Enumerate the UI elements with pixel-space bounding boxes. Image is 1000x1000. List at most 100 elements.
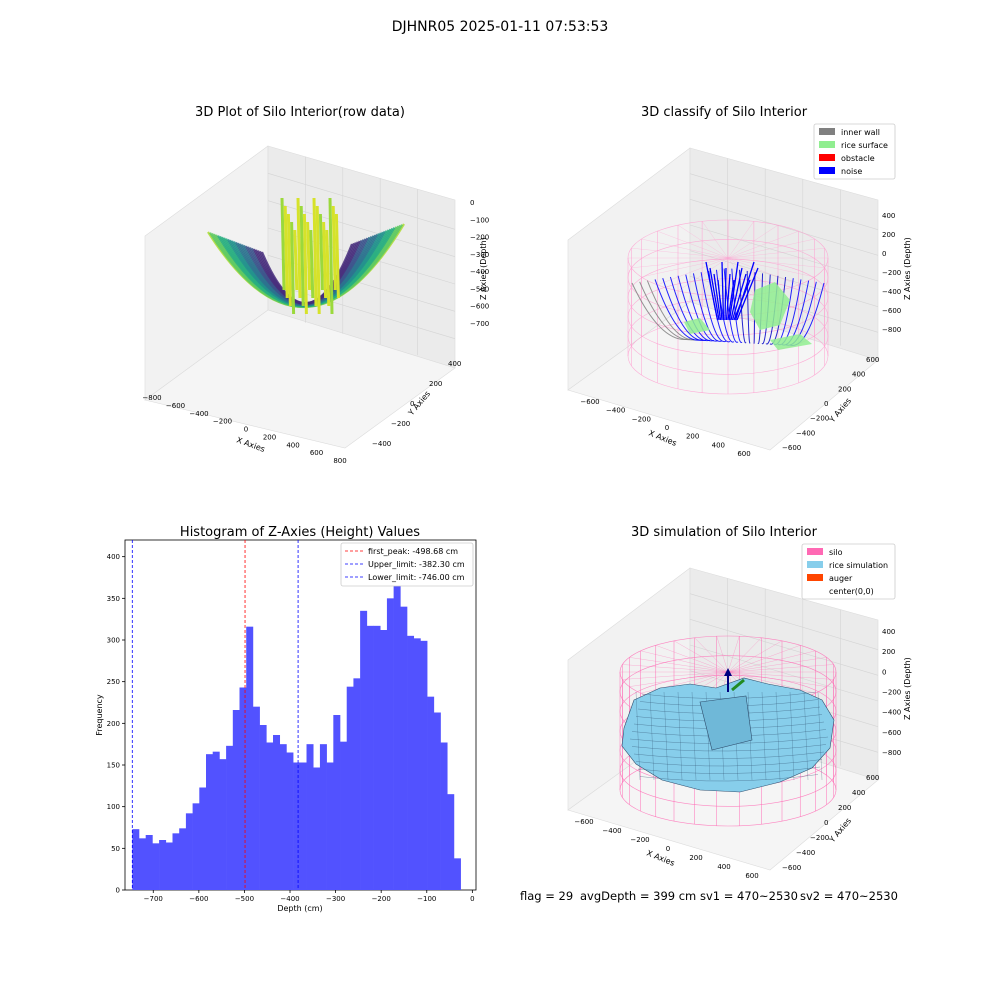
raw-yticks-1: −200 (391, 420, 410, 428)
classify-x-axis-label: X Axies (647, 429, 678, 448)
histogram-legend-frame (340, 542, 474, 587)
histogram-bar-35 (366, 625, 374, 890)
status-sv2: sv2 = 470~2530 (800, 889, 898, 903)
sim-wall-spoke-18 (640, 650, 729, 673)
simulation-x-tick-labels: −600 −400 −200 0 200 400 600 (574, 818, 758, 880)
sim-yticks-2: −200 (810, 834, 829, 842)
cls-zticks-5: −600 (882, 307, 901, 315)
classify-legend-swatch-1 (819, 141, 835, 148)
histogram-y-tick-label-3: 150 (107, 762, 120, 770)
sim-xticks-4: 200 (689, 854, 702, 862)
histogram-legend-label-0: first_peak: -498.68 cm (368, 547, 458, 556)
raw-z-axis-label: Z Axies (Depth) (479, 237, 488, 300)
histogram-bar-18 (252, 706, 260, 890)
histogram-x-tick-label-0: −700 (144, 895, 163, 903)
cls-grid-line-7 (689, 250, 879, 307)
sim-wall-spoke-1 (727, 671, 834, 680)
cls-wall-spoke-11 (631, 257, 729, 269)
simulation-legend-label-1: rice simulation (829, 561, 888, 570)
histogram-title: Histogram of Z-Axies (Height) Values (180, 525, 420, 540)
histogram-reference-lines (131, 540, 299, 890)
raw-surface-column-7 (302, 213, 308, 315)
classify-noise-1 (709, 267, 720, 321)
auger-head (731, 678, 745, 692)
status-sv1: sv1 = 470~2530 (700, 889, 798, 903)
raw-surface-column-8 (306, 221, 312, 291)
sim-yticks-6: 600 (866, 774, 879, 782)
simulation-legend-swatch-1 (807, 561, 823, 568)
sim-xticks-1: −400 (602, 827, 621, 835)
histogram-bar-11 (206, 754, 214, 890)
histogram-bar-15 (232, 710, 240, 890)
raw-y-tick-labels: −400 −200 0 200 400 (372, 360, 461, 448)
raw-yticks-4: 400 (448, 360, 461, 368)
sim-xticks-0: −600 (574, 818, 593, 826)
raw-xticks-6: 400 (286, 441, 299, 449)
raw-surface-column-9 (309, 229, 315, 299)
sim-wall-spoke-25 (727, 640, 783, 673)
simulation-title: 3D simulation of Silo Interior (631, 525, 818, 540)
cls-grid-line-6 (689, 224, 879, 282)
histogram-bar-36 (373, 625, 381, 890)
histogram-y-tick-label-0: 0 (116, 887, 120, 895)
simulation-surface-mesh-row-10 (637, 766, 821, 774)
sim-wall-spoke-24 (727, 637, 762, 673)
cls-wall-spoke-20 (727, 224, 779, 259)
histogram-bar-38 (386, 598, 394, 890)
raw-surface-column-4 (293, 229, 299, 291)
status-line: flag = 29 avgDepth = 399 cm sv1 = 470~25… (520, 889, 898, 903)
cls-wall-spoke-2 (727, 257, 815, 278)
simulation-rice-surface (621, 677, 835, 793)
sim-wall-spoke-19 (655, 645, 729, 673)
raw-z-tick-labels: 0 −100 −200 −300 −400 −500 −600 −700 (470, 199, 489, 328)
histogram-bar-30 (333, 715, 341, 890)
histogram-bar-26 (306, 744, 314, 890)
classify-rice-patch-2 (684, 318, 710, 334)
raw-surface-column-3 (290, 221, 296, 315)
classify-z-axis-label: Z Axies (Depth) (903, 237, 912, 300)
sim-wall-spoke-28 (727, 657, 827, 673)
histogram-bar-37 (380, 630, 388, 890)
raw-surface-column-11 (315, 205, 321, 315)
histogram-bar-19 (259, 725, 267, 890)
classify-curve-3 (654, 279, 703, 341)
histogram-y-tick-label-5: 250 (107, 678, 120, 686)
histogram-x-tick-label-1: −600 (189, 895, 208, 903)
histogram-legend: first_peak: -498.68 cm Upper_limit: -382.… (340, 542, 474, 587)
cls-wall-spoke-3 (727, 257, 799, 286)
cls-yticks-5: 400 (852, 371, 865, 379)
histogram-bar-28 (319, 744, 327, 890)
simulation-surface-mesh-col-9 (761, 691, 767, 781)
classify-x-tick-labels: −600 −400 −200 0 200 400 600 (580, 398, 750, 458)
raw-yticks-0: −400 (372, 440, 391, 448)
status-avg-depth: avgDepth = 399 cm (580, 889, 696, 903)
classify-noise-7 (727, 279, 735, 321)
figure-suptitle: DJHNR05 2025-01-11 07:53:53 (392, 19, 609, 35)
histogram-y-axis-label: Frequency (95, 694, 104, 736)
simulation-surface-mesh-col-13 (817, 691, 823, 781)
sim-grid-line-6 (689, 644, 879, 702)
histogram-bar-12 (212, 751, 220, 890)
histogram-bar-24 (293, 762, 301, 890)
sim-zticks-5: −600 (882, 729, 901, 737)
raw-surface-column-13 (322, 221, 328, 299)
histogram-bar-22 (279, 744, 287, 890)
cls-zticks-0: 400 (882, 212, 895, 220)
simulation-y-axis-label: Y Axies (827, 816, 853, 845)
classify-legend-swatch-3 (819, 167, 835, 174)
sim-yticks-3: 0 (824, 819, 828, 827)
histogram-x-tick-label-7: 0 (470, 895, 474, 903)
classify-rice-patch-3 (770, 334, 812, 350)
classify-legend-label-3: noise (841, 167, 862, 176)
sim-wall-spoke-21 (694, 637, 729, 673)
classify-noise-12 (734, 261, 755, 321)
simulation-x-axis-label: X Axies (645, 849, 676, 868)
histogram-y-ticks: 0 50 100 150 200 250 300 350 400 (107, 553, 125, 895)
classify-point-cloud (631, 261, 825, 350)
cls-wall-spoke-15 (657, 230, 729, 259)
cls-wall-spoke-21 (727, 230, 799, 259)
raw-pane-floor (144, 309, 456, 449)
sim-wall-spoke-12 (640, 671, 729, 694)
sim-xticks-6: 600 (745, 872, 758, 880)
